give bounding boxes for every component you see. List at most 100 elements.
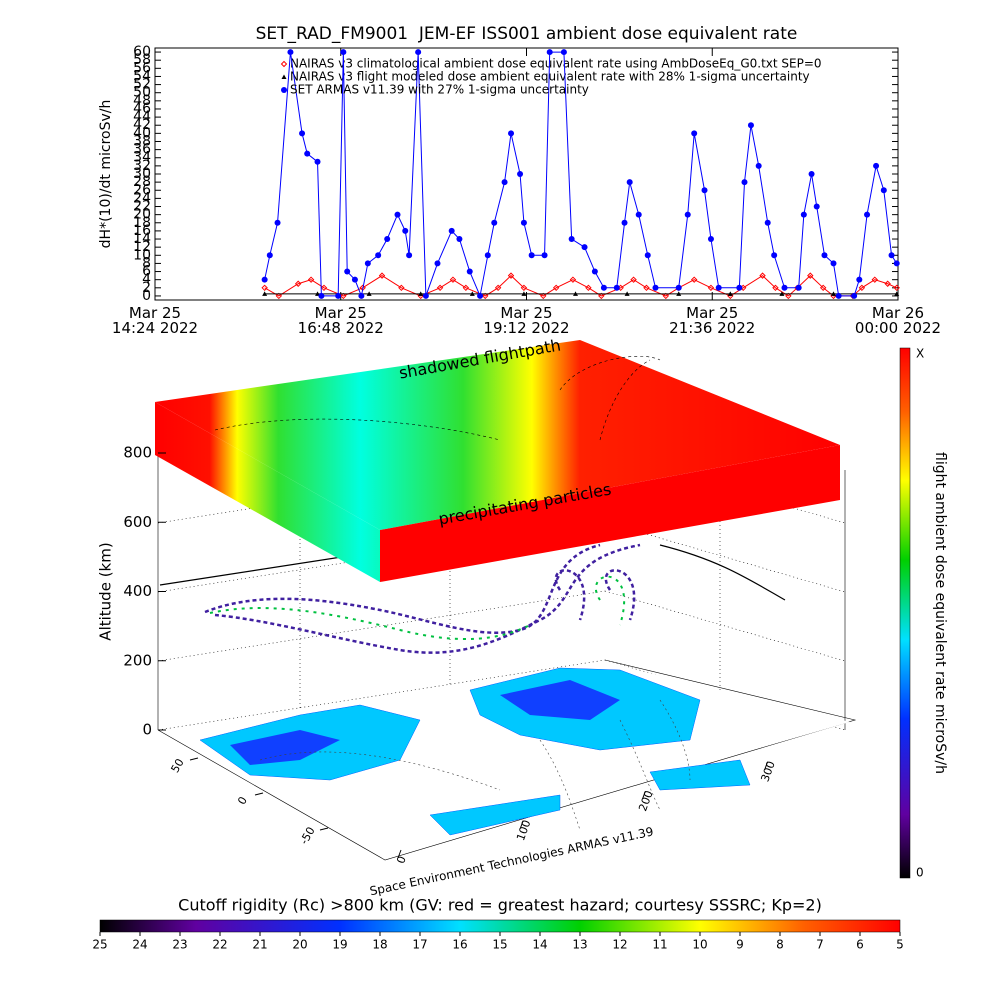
marker bbox=[831, 291, 837, 296]
x-tick-label: Mar 25 16:48 2022 bbox=[297, 304, 384, 337]
colorbar-tick-label: 7 bbox=[816, 938, 824, 952]
x-tick-label: 0 bbox=[394, 854, 409, 865]
marker bbox=[456, 236, 463, 243]
marker bbox=[755, 162, 762, 169]
colorbar-tick-label: 18 bbox=[372, 938, 387, 952]
marker bbox=[394, 211, 401, 218]
marker bbox=[630, 276, 637, 283]
y-tick-label: 10 bbox=[133, 247, 151, 263]
marker bbox=[772, 284, 779, 292]
colorbar-tick-label: 11 bbox=[652, 938, 667, 952]
z-tick-label: 800 bbox=[123, 444, 152, 462]
marker bbox=[893, 284, 900, 292]
marker bbox=[418, 291, 424, 296]
y-tick-label: 32 bbox=[133, 158, 151, 174]
marker bbox=[448, 227, 455, 234]
marker bbox=[591, 268, 598, 275]
marker bbox=[662, 292, 670, 300]
x-tick-label: Mar 25 21:36 2022 bbox=[669, 304, 756, 337]
marker bbox=[707, 236, 714, 243]
marker bbox=[262, 291, 268, 296]
marker bbox=[894, 291, 900, 296]
marker bbox=[800, 211, 807, 218]
marker bbox=[378, 272, 386, 279]
marker bbox=[675, 284, 682, 291]
x-tick-label: Mar 25 14:24 2022 bbox=[111, 304, 199, 337]
y-tick bbox=[319, 827, 329, 831]
colorbar-tick-label: 17 bbox=[412, 938, 427, 952]
marker bbox=[807, 272, 814, 279]
marker bbox=[830, 260, 837, 267]
marker bbox=[624, 291, 630, 296]
y-tick-label: 16 bbox=[133, 223, 151, 239]
marker bbox=[707, 284, 715, 292]
marker bbox=[552, 284, 560, 292]
marker bbox=[406, 252, 413, 259]
marker bbox=[893, 260, 900, 267]
marker bbox=[528, 252, 535, 259]
marker bbox=[795, 284, 802, 291]
marker bbox=[398, 284, 405, 292]
marker bbox=[491, 219, 498, 226]
x-tick-label: 300 bbox=[758, 759, 777, 783]
marker bbox=[402, 227, 409, 234]
marker bbox=[764, 219, 771, 226]
colorbar bbox=[899, 347, 911, 879]
slab-front-left bbox=[155, 402, 380, 582]
x-tick bbox=[397, 849, 402, 859]
marker bbox=[785, 292, 792, 300]
y-tick-label: 46 bbox=[133, 101, 151, 117]
colorbar-title: flight ambient dose equivalent rate micr… bbox=[932, 452, 948, 774]
colorbar-tick-label: 9 bbox=[736, 938, 744, 952]
ground-track bbox=[259, 699, 691, 831]
y-tick-label: 48 bbox=[133, 93, 151, 109]
colorbar-tick-label: 5 bbox=[896, 938, 904, 952]
z-tick-label: 200 bbox=[123, 651, 152, 669]
y-tick-label: 6 bbox=[142, 264, 151, 280]
marker bbox=[469, 291, 475, 296]
y-tick-label: 56 bbox=[133, 60, 151, 76]
y-axis-label: dH*(10)/dt microSv/h bbox=[98, 100, 114, 249]
y-tick-label: -50 bbox=[297, 825, 317, 847]
marker bbox=[449, 276, 457, 283]
marker bbox=[759, 272, 766, 279]
marker bbox=[335, 292, 342, 299]
marker bbox=[585, 284, 592, 292]
y-tick-label: 14 bbox=[133, 231, 151, 247]
marker bbox=[652, 284, 659, 291]
marker bbox=[871, 276, 878, 283]
marker bbox=[340, 292, 347, 300]
slab-path bbox=[214, 355, 661, 441]
y-tick-label: 18 bbox=[133, 215, 151, 231]
marker bbox=[691, 130, 698, 137]
colorbar-tick-label: 24 bbox=[132, 938, 147, 952]
y-tick-label: 44 bbox=[133, 109, 151, 125]
x-tick-label: Mar 25 19:12 2022 bbox=[483, 304, 570, 337]
marker bbox=[600, 284, 607, 291]
x-tick-label: Mar 26 00:00 2022 bbox=[854, 304, 942, 337]
colorbar-tick-label: 22 bbox=[212, 938, 227, 952]
marker bbox=[808, 171, 815, 177]
marker bbox=[364, 260, 371, 267]
flightpath bbox=[204, 543, 641, 654]
marker bbox=[275, 292, 283, 300]
marker bbox=[261, 284, 268, 292]
marker bbox=[540, 292, 547, 300]
marker bbox=[635, 211, 642, 218]
legend-label: NAIRAS v3 flight modeled dose ambient eq… bbox=[290, 70, 810, 84]
colorbar-label: 0 bbox=[916, 866, 924, 880]
x-tick-label: 200 bbox=[636, 789, 655, 813]
y-tick-label: 50 bbox=[168, 756, 186, 775]
marker bbox=[715, 284, 722, 291]
marker bbox=[884, 280, 891, 287]
colorbar-tick-label: 8 bbox=[776, 938, 784, 952]
y-tick-label: 22 bbox=[133, 199, 151, 215]
colorbar-label: X bbox=[916, 347, 924, 361]
marker bbox=[888, 252, 895, 259]
colorbar-tick-label: 20 bbox=[292, 938, 307, 952]
marker bbox=[281, 87, 287, 93]
marker bbox=[727, 291, 733, 296]
marker bbox=[358, 292, 365, 299]
marker bbox=[821, 252, 828, 259]
x-tick bbox=[764, 761, 769, 770]
